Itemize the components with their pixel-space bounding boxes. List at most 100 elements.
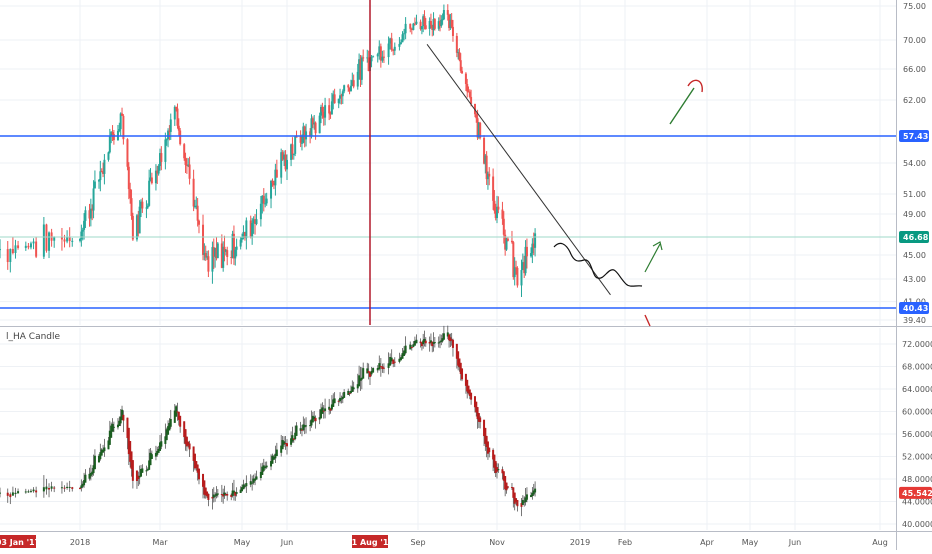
ha-candle-body — [467, 385, 470, 394]
candle-body — [449, 19, 452, 28]
candle-body — [292, 153, 295, 155]
ha-candle-body — [252, 478, 255, 483]
ha-axis-label: 52.0000 — [902, 453, 932, 462]
candle-body — [262, 195, 265, 204]
candle-body — [100, 171, 103, 173]
candle-body — [223, 246, 226, 252]
ha-candle-body — [299, 428, 302, 431]
candle-body — [516, 267, 519, 286]
candle-body — [235, 246, 238, 250]
ha-candle-body — [129, 440, 132, 462]
candle-body — [429, 21, 432, 25]
candle-body — [309, 131, 312, 137]
candle-body — [521, 262, 524, 271]
candle-body — [270, 180, 273, 199]
candle-body — [91, 208, 94, 211]
ha-candle-body — [295, 425, 298, 436]
candle-body — [137, 215, 140, 234]
green-arrow-drawing — [644, 241, 663, 273]
candle-body — [321, 106, 324, 112]
candle-body — [79, 238, 81, 241]
candle-body — [173, 106, 176, 120]
candle-body — [127, 166, 130, 190]
ha-candle-body — [441, 338, 444, 342]
time-axis-label: Apr — [700, 538, 715, 547]
candle-body — [97, 180, 100, 182]
ha-candle-body — [32, 489, 35, 492]
ha-candle-body — [501, 469, 504, 474]
ha-candle-body — [212, 494, 215, 498]
ha-candle-body — [127, 427, 130, 455]
candle-body — [226, 250, 229, 258]
ha-candle-body — [515, 498, 518, 502]
candle-body — [271, 180, 274, 183]
candle-body — [392, 49, 395, 51]
ha-candle-body — [122, 414, 125, 421]
candle-body — [496, 206, 498, 219]
candle-body — [242, 232, 245, 238]
candle-body — [272, 182, 275, 186]
ha-candle-body — [382, 367, 385, 369]
candle-body — [252, 219, 255, 224]
candle-body — [183, 144, 186, 159]
ha-candle-body — [157, 448, 160, 453]
candle-body — [515, 267, 518, 269]
ha-candle-body — [311, 415, 314, 423]
ha-candle-body — [459, 362, 462, 374]
ha-candle-body — [216, 493, 219, 495]
candle-body — [193, 206, 196, 208]
time-axis-label: Mar — [152, 538, 168, 547]
price-axis-label: 66.00 — [903, 65, 926, 74]
candle-body — [423, 16, 426, 26]
candle-body — [146, 205, 149, 208]
ha-candle-body — [175, 406, 178, 417]
candle-body — [130, 198, 133, 217]
ha-candle-body — [108, 430, 111, 445]
candle-body — [224, 250, 227, 252]
ha-candle-body — [203, 480, 206, 495]
candle-body — [60, 237, 63, 240]
candle-body — [432, 19, 435, 30]
candle-body — [35, 241, 38, 257]
candle-body — [6, 249, 9, 263]
ha-candle-body — [410, 346, 413, 348]
candle-body — [451, 26, 454, 36]
candle-body — [300, 142, 303, 144]
ha-candle-body — [324, 408, 327, 411]
ha-candle-body — [369, 371, 371, 377]
ha-candle-body — [230, 494, 233, 497]
candle-body — [343, 85, 346, 92]
ha-candle-body — [340, 398, 343, 400]
candle-body — [42, 224, 45, 257]
ha-candle-body — [470, 392, 473, 400]
ha-candle-body — [283, 441, 286, 445]
ha-candle-body — [138, 475, 141, 478]
candle-body — [92, 188, 95, 211]
candle-body — [422, 16, 425, 27]
candle-body — [281, 152, 284, 160]
main-candles — [0, 4, 537, 297]
candle-body — [102, 171, 105, 174]
candle-body — [390, 38, 393, 50]
candle-body — [129, 189, 132, 199]
ha-candle-body — [347, 390, 350, 395]
ha-candle-body — [442, 333, 445, 340]
candle-body — [320, 106, 323, 116]
candle-body — [520, 270, 523, 286]
ha-candle-body — [493, 454, 496, 468]
ha-candle-body — [372, 368, 375, 373]
time-axis-label: May — [234, 538, 251, 547]
ha-candle-body — [116, 424, 119, 428]
ha-candle-body — [140, 468, 143, 477]
ha-candle-body — [63, 487, 66, 489]
candle-body — [220, 243, 223, 268]
ha-candle-body — [169, 418, 172, 427]
candle-body — [138, 206, 141, 234]
price-label-badge — [899, 231, 929, 243]
ha-candle-body — [422, 340, 425, 345]
ha-candle-body — [376, 368, 379, 371]
ha-candle-body — [261, 466, 264, 475]
ha-candle-body — [241, 487, 243, 492]
